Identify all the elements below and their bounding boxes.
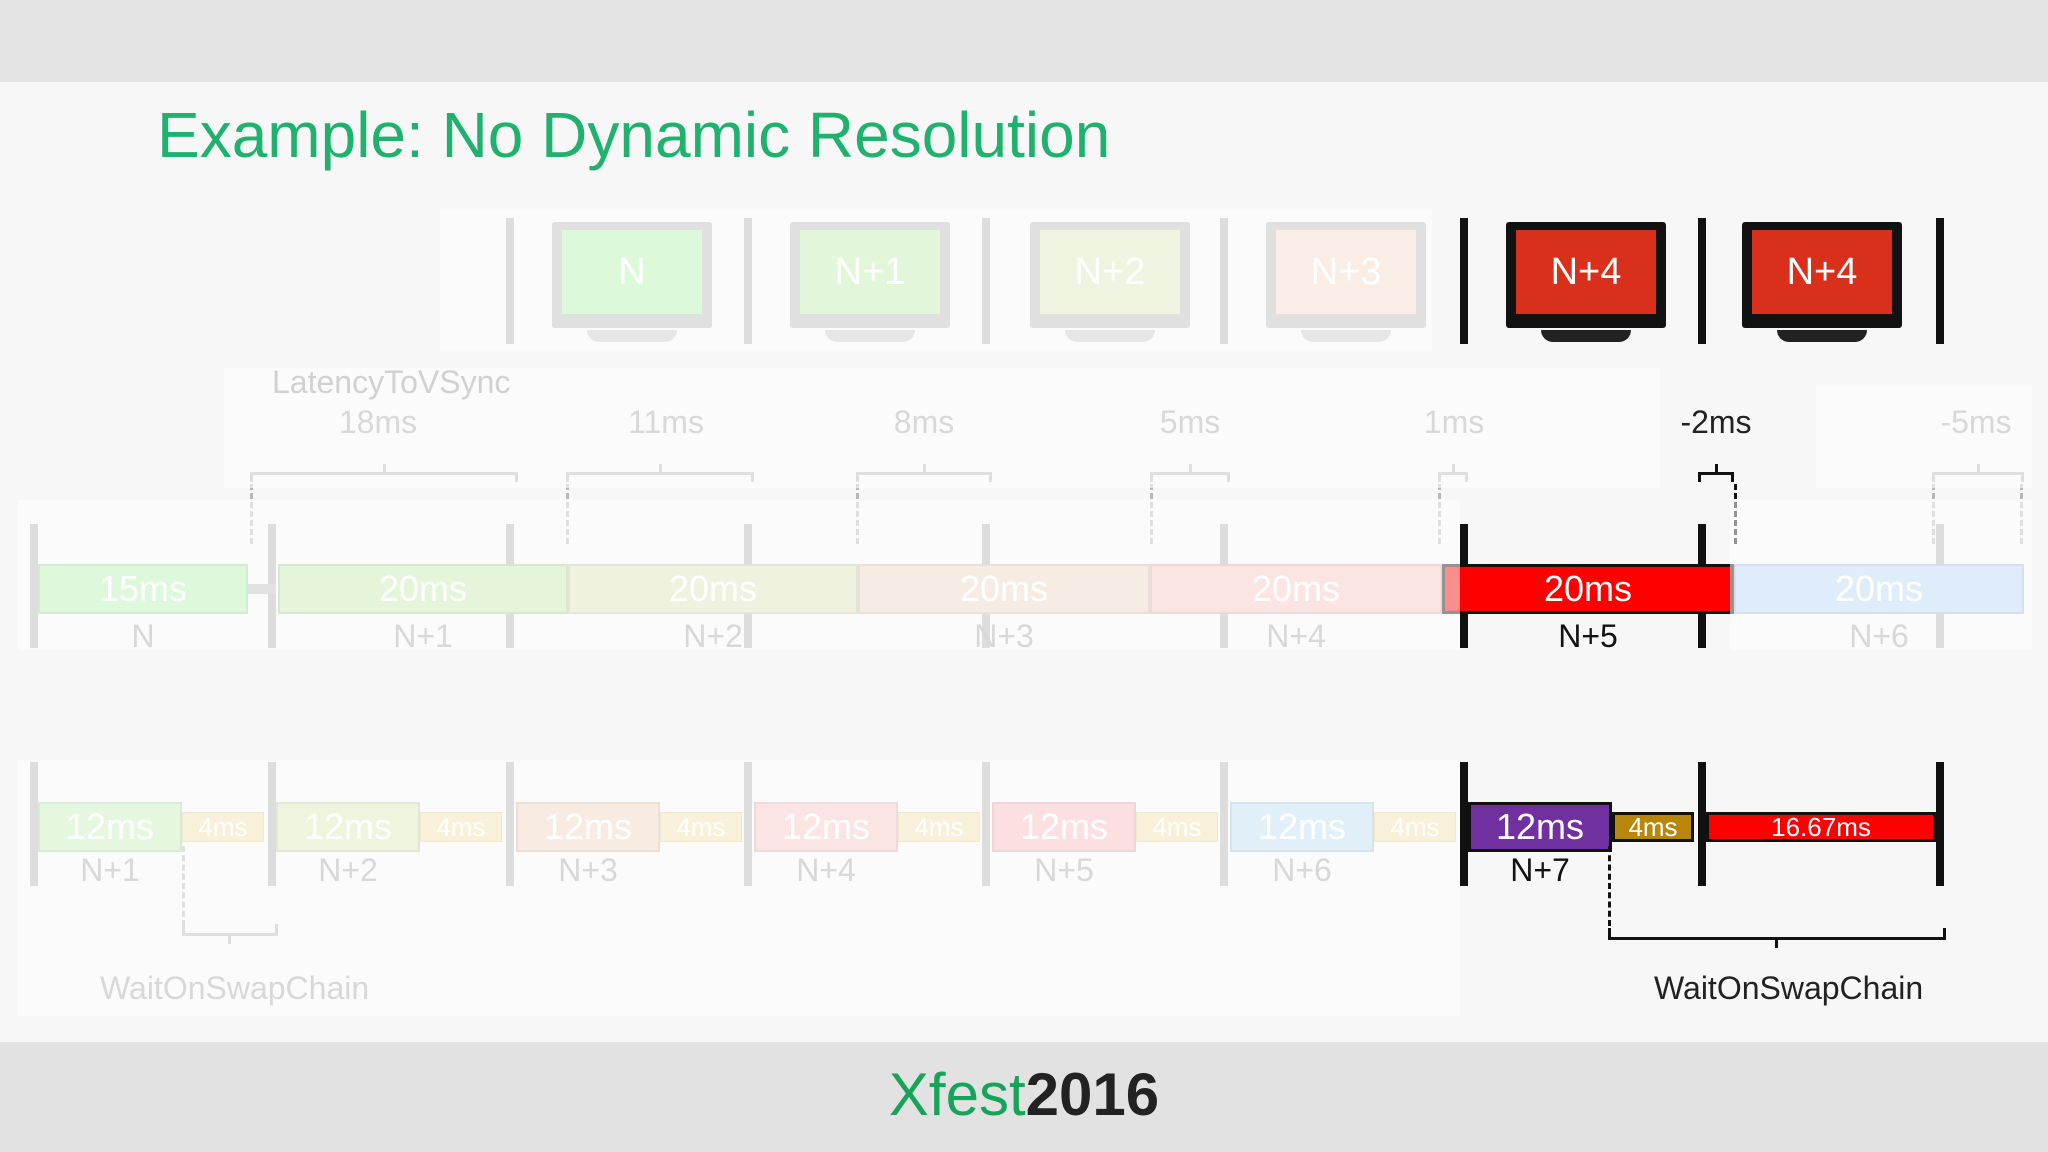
- slide-title: Example: No Dynamic Resolution: [157, 99, 1111, 171]
- xfest-logo: Xfest2016: [0, 1060, 2048, 1129]
- vsync-bar-cpu: [1698, 762, 1706, 886]
- monitor-icon: N+4: [1506, 222, 1666, 328]
- cpu-wait-segment: 4ms: [1612, 812, 1694, 842]
- wait-bracket-tick: [1775, 938, 1778, 948]
- gpu-frame-label: N+5: [1558, 618, 1618, 654]
- vsync-bar-cpu: [1936, 762, 1944, 886]
- wait-dashed-line: [1608, 846, 1611, 926]
- cpu-work-segment: 12ms: [1468, 802, 1612, 852]
- footer-bar: [0, 1042, 2048, 1152]
- monitor-stand: [1777, 330, 1867, 342]
- logo-prefix: Xfest: [888, 1061, 1026, 1128]
- vsync-bar-top: [1698, 218, 1706, 344]
- latency-bracket-tick: [1715, 464, 1718, 474]
- latency-value: -2ms: [1680, 404, 1752, 440]
- monitor-label: N+4: [1516, 230, 1656, 314]
- vsync-bar-cpu: [1460, 762, 1468, 886]
- monitor-label: N+4: [1752, 230, 1892, 314]
- gpu-frame-segment: 20ms: [1442, 564, 1734, 614]
- monitor-fade-panel: [440, 210, 1432, 350]
- logo-year: 2016: [1025, 1061, 1160, 1128]
- gpu-fade-panel: [18, 500, 1460, 650]
- vsync-bar-top: [1460, 218, 1468, 344]
- monitor-icon: N+4: [1742, 222, 1902, 328]
- cpu-tail-segment: 16.67ms: [1706, 812, 1936, 842]
- vsync-bar-top: [1936, 218, 1944, 344]
- latency-fade-panel-right: [1816, 386, 2032, 488]
- cpu-fade-panel: [18, 760, 1460, 1016]
- monitor-stand: [1541, 330, 1631, 342]
- cpu-frame-label: N+7: [1510, 852, 1570, 888]
- wait-label-right: WaitOnSwapChain: [1654, 970, 1924, 1006]
- latency-fade-panel: [224, 368, 1660, 488]
- gpu-fade-panel-right: [1730, 500, 2032, 650]
